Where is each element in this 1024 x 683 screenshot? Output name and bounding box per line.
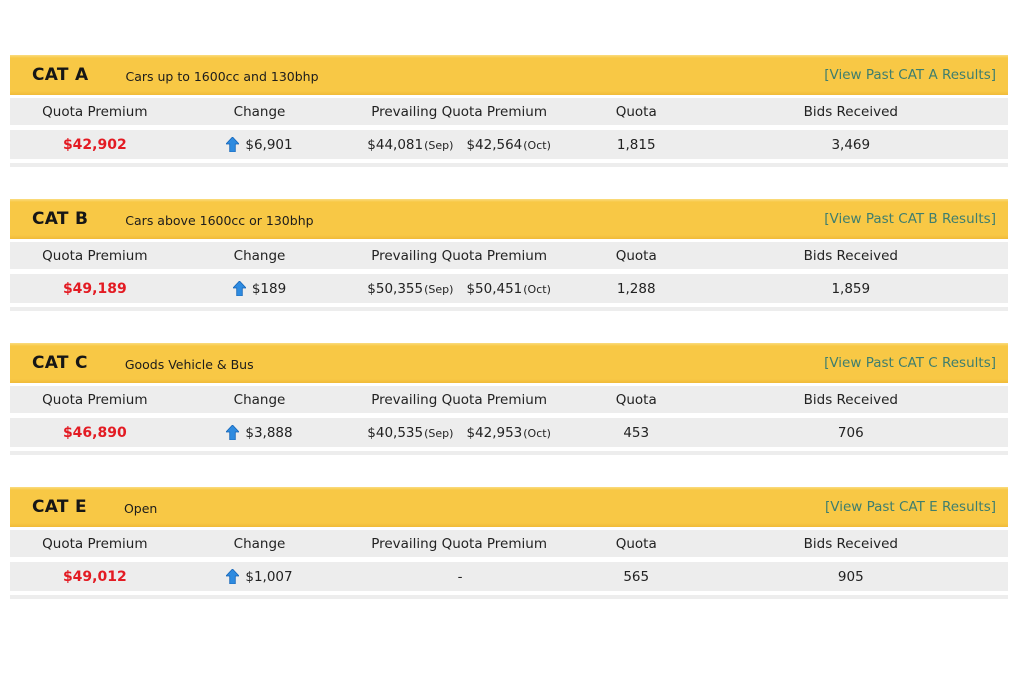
- col-header-prevailing-quota-premium: Prevailing Quota Premium: [371, 535, 547, 552]
- panel-header: CAT C Goods Vehicle & Bus [View Past CAT…: [10, 343, 1008, 383]
- bids-received-value: 706: [837, 424, 864, 441]
- table-header-row: Quota Premium Change Prevailing Quota Pr…: [10, 530, 1008, 557]
- col-header-bids-received: Bids Received: [803, 247, 898, 264]
- col-header-quota-premium: Quota Premium: [42, 103, 148, 120]
- panel-bottom-strip: [10, 595, 1008, 599]
- col-header-quota-premium: Quota Premium: [42, 535, 148, 552]
- col-header-prevailing-quota-premium: Prevailing Quota Premium: [371, 391, 547, 408]
- panel-bottom-strip: [10, 163, 1008, 167]
- prevailing-sep-month: (Sep): [424, 138, 454, 152]
- table-data-row: $42,902 $6,901 $44,081 (Sep) $42,564 (Oc…: [10, 130, 1008, 159]
- change-cell: $1,007: [180, 569, 340, 585]
- panel-bottom-strip: [10, 451, 1008, 455]
- prevailing-oct-month: (Oct): [523, 426, 551, 440]
- prevailing-cell: $40,535 (Sep) $42,953 (Oct): [339, 425, 579, 441]
- up-arrow-icon: [232, 281, 246, 296]
- bids-received-value: 3,469: [831, 136, 871, 153]
- col-header-change: Change: [233, 247, 286, 264]
- prevailing-sep-value: $40,535: [367, 424, 424, 441]
- view-past-results-link[interactable]: [View Past CAT C Results]: [824, 355, 996, 371]
- table-data-row: $46,890 $3,888 $40,535 (Sep) $42,953 (Oc…: [10, 418, 1008, 447]
- panel-header: CAT B Cars above 1600cc or 130bhp [View …: [10, 199, 1008, 239]
- table-header-row: Quota Premium Change Prevailing Quota Pr…: [10, 98, 1008, 125]
- panel-header: CAT E Open [View Past CAT E Results]: [10, 487, 1008, 527]
- prevailing-cell: $44,081 (Sep) $42,564 (Oct): [339, 137, 579, 153]
- col-header-change: Change: [233, 103, 286, 120]
- panel-bottom-strip: [10, 307, 1008, 311]
- category-description: Cars up to 1600cc and 130bhp: [125, 68, 319, 84]
- prevailing-oct-value: $42,564: [466, 136, 523, 153]
- panel-cat-a: CAT A Cars up to 1600cc and 130bhp [View…: [10, 55, 1008, 167]
- prevailing-cell: -: [339, 569, 579, 585]
- quota-premium-value: $49,189: [62, 280, 127, 297]
- table-header-row: Quota Premium Change Prevailing Quota Pr…: [10, 242, 1008, 269]
- prevailing-sep-value: $44,081: [367, 136, 424, 153]
- col-header-quota: Quota: [615, 535, 657, 552]
- quota-premium-value: $49,012: [62, 568, 127, 585]
- table-data-row: $49,189 $189 $50,355 (Sep) $50,451 (Oct)…: [10, 274, 1008, 303]
- prevailing-dash: -: [457, 568, 463, 585]
- table-data-row: $49,012 $1,007 - 565 905: [10, 562, 1008, 591]
- col-header-bids-received: Bids Received: [803, 103, 898, 120]
- panel-cat-b: CAT B Cars above 1600cc or 130bhp [View …: [10, 199, 1008, 311]
- category-title: CAT E: [32, 497, 87, 517]
- quota-premium-value: $46,890: [62, 424, 127, 441]
- change-value: $1,007: [245, 568, 293, 585]
- view-past-results-link[interactable]: [View Past CAT B Results]: [824, 211, 996, 227]
- change-cell: $3,888: [180, 425, 340, 441]
- up-arrow-icon: [226, 425, 240, 440]
- table-header-row: Quota Premium Change Prevailing Quota Pr…: [10, 386, 1008, 413]
- prevailing-sep-value: $50,355: [367, 280, 424, 297]
- coe-results-page: CAT A Cars up to 1600cc and 130bhp [View…: [10, 55, 1008, 599]
- quota-value: 1,288: [616, 280, 656, 297]
- view-past-results-link[interactable]: [View Past CAT E Results]: [824, 499, 996, 515]
- quota-value: 565: [623, 568, 650, 585]
- bids-received-value: 1,859: [831, 280, 871, 297]
- category-description: Cars above 1600cc or 130bhp: [125, 212, 314, 228]
- prevailing-oct-value: $50,451: [466, 280, 523, 297]
- quota-value: 453: [623, 424, 650, 441]
- quota-premium-value: $42,902: [62, 136, 127, 153]
- category-description: Open: [123, 500, 158, 516]
- col-header-prevailing-quota-premium: Prevailing Quota Premium: [371, 247, 547, 264]
- col-header-quota: Quota: [615, 247, 657, 264]
- category-title: CAT B: [32, 209, 89, 229]
- panel-cat-c: CAT C Goods Vehicle & Bus [View Past CAT…: [10, 343, 1008, 455]
- bids-received-value: 905: [837, 568, 864, 585]
- col-header-quota-premium: Quota Premium: [42, 391, 148, 408]
- prevailing-cell: $50,355 (Sep) $50,451 (Oct): [339, 281, 579, 297]
- change-value: $3,888: [245, 424, 293, 441]
- col-header-bids-received: Bids Received: [803, 535, 898, 552]
- col-header-change: Change: [233, 391, 286, 408]
- category-title: CAT C: [32, 353, 88, 373]
- change-value: $189: [251, 280, 287, 297]
- view-past-results-link[interactable]: [View Past CAT A Results]: [824, 67, 996, 83]
- panel-header: CAT A Cars up to 1600cc and 130bhp [View…: [10, 55, 1008, 95]
- prevailing-sep-month: (Sep): [424, 426, 454, 440]
- prevailing-oct-month: (Oct): [523, 282, 551, 296]
- change-cell: $189: [180, 281, 340, 297]
- prevailing-sep-month: (Sep): [424, 282, 454, 296]
- prevailing-oct-month: (Oct): [523, 138, 551, 152]
- category-title: CAT A: [32, 65, 89, 85]
- change-cell: $6,901: [180, 137, 340, 153]
- col-header-quota: Quota: [615, 391, 657, 408]
- prevailing-oct-value: $42,953: [466, 424, 523, 441]
- panel-cat-e: CAT E Open [View Past CAT E Results] Quo…: [10, 487, 1008, 599]
- col-header-prevailing-quota-premium: Prevailing Quota Premium: [371, 103, 547, 120]
- category-description: Goods Vehicle & Bus: [124, 356, 254, 372]
- col-header-quota: Quota: [615, 103, 657, 120]
- col-header-change: Change: [233, 535, 286, 552]
- up-arrow-icon: [226, 137, 240, 152]
- up-arrow-icon: [226, 569, 240, 584]
- change-value: $6,901: [245, 136, 293, 153]
- col-header-quota-premium: Quota Premium: [42, 247, 148, 264]
- col-header-bids-received: Bids Received: [803, 391, 898, 408]
- quota-value: 1,815: [616, 136, 656, 153]
